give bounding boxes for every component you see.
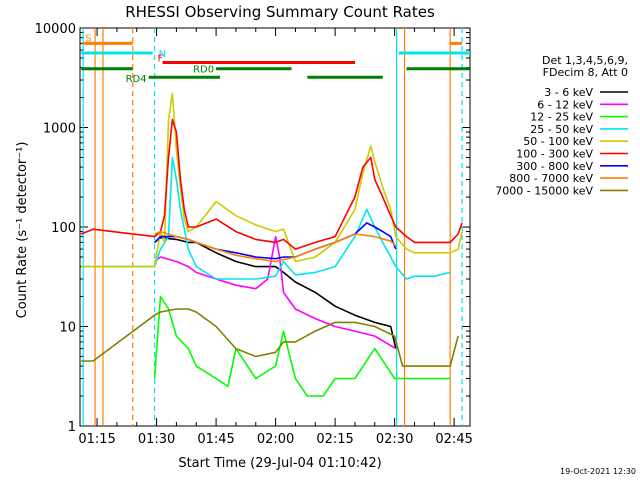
chart-title: RHESSI Observing Summary Count Rates: [125, 3, 435, 21]
legend-label: 300 - 800 keV: [516, 160, 593, 173]
legend-label: 50 - 100 keV: [523, 135, 593, 148]
x-tick-label: 01:30: [138, 432, 175, 447]
series-line-9: [81, 308, 459, 367]
x-tick-label: 01:45: [197, 432, 234, 447]
series-lines: [80, 92, 463, 397]
state-label-rd0: RD0: [193, 65, 214, 76]
y-tick-label: 10000: [35, 22, 76, 37]
state-bars: S NF RD0 RD4: [81, 33, 470, 85]
series-line-3: [153, 295, 451, 397]
legend-header-line2: FDecim 8, Att 0: [543, 66, 628, 79]
legend-label: 25 - 50 keV: [530, 123, 593, 136]
y-tick-label: 100: [51, 221, 76, 236]
legend-label: 800 - 7000 keV: [509, 172, 593, 185]
x-tick-label: 02:30: [376, 432, 413, 447]
x-tick-label: 02:15: [316, 432, 353, 447]
series-line-1: [154, 236, 397, 349]
legend-label: 7000 - 15000 keV: [495, 184, 593, 197]
legend-label: 6 - 12 keV: [537, 98, 593, 111]
x-axis-label: Start Time (29-Jul-04 01:10:42): [178, 456, 381, 471]
state-label-n: N: [159, 49, 166, 60]
legend-label: 3 - 6 keV: [544, 86, 593, 99]
series-line-4: [81, 156, 451, 280]
x-axis-ticks: 01:15 01:30 01:45 02:00 02:15 02:30 02:45: [78, 28, 473, 447]
state-label-rd4: RD4: [126, 74, 147, 85]
x-tick-label: 02:00: [257, 432, 294, 447]
state-label-s: S: [85, 33, 91, 44]
y-tick-label: 10: [59, 321, 76, 336]
x-tick-label: 01:15: [78, 432, 115, 447]
state-label-f: F: [158, 54, 164, 65]
y-tick-label: 1000: [43, 122, 76, 137]
series-line-8: [154, 230, 397, 263]
legend-label: 100 - 300 keV: [516, 148, 593, 161]
series-line-6: [80, 118, 463, 250]
series-line-5: [81, 92, 463, 268]
x-tick-label: 02:45: [435, 432, 472, 447]
legend-header-line1: Det 1,3,4,5,6,9,: [542, 54, 628, 67]
y-tick-label: 1: [68, 420, 76, 435]
y-axis-ticks: 1 10 100 1000 10000: [35, 22, 470, 435]
legend-label: 12 - 25 keV: [530, 111, 593, 124]
y-axis-label: Count Rate (s⁻¹ detector⁻¹): [15, 142, 30, 319]
footer-timestamp: 19-Oct-2021 12:30: [560, 467, 636, 476]
